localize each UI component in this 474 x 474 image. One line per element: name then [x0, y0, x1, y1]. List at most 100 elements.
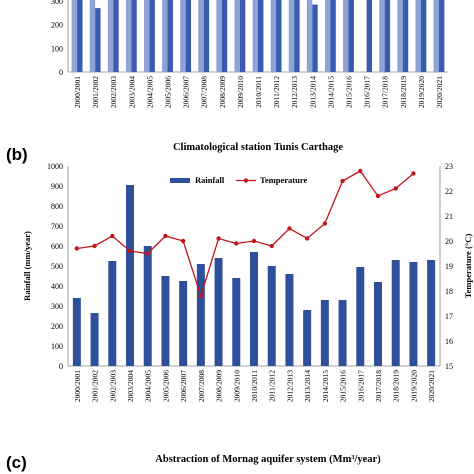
- panel-a-x-tick-label: 2011/2012: [272, 76, 281, 108]
- panel-a-x-tick-label: 2005/2006: [164, 76, 173, 108]
- panel-a-x-tick-label: 2015/2016: [344, 76, 353, 108]
- panel-b-temperature-point: [358, 168, 363, 174]
- panel-b-left-tick-label: 800: [51, 202, 63, 211]
- panel-b-temperature-point: [145, 251, 150, 256]
- panel-b-left-tick-label: 500: [51, 262, 63, 271]
- panel-a-x-tick-label: 2013/2014: [308, 76, 317, 108]
- panel-b-temperature-point: [322, 221, 328, 226]
- panel-b-left-tick-label: 700: [51, 222, 63, 231]
- panel-a-x-tick-label: 2014/2015: [326, 76, 335, 108]
- panel-a-bar: [131, 0, 137, 72]
- panel-b-x-tick-label: 2004/2005: [144, 370, 153, 402]
- panel-b-left-ticks: 0 100 200 300 400 500 600 700 800 900 1000: [47, 162, 63, 371]
- panel-b-rainfall-bar: [303, 310, 312, 366]
- panel-b-temperature-point: [198, 293, 204, 299]
- panel-a-x-tick-label: 2004/2005: [145, 76, 154, 108]
- panel-a-bar: [312, 4, 318, 72]
- panel-b-rainfall-bar: [108, 261, 117, 366]
- panel-b-temperature-point: [127, 248, 133, 254]
- panel-b-temperature-point: [74, 246, 80, 251]
- panel-b-x-tick-label: 2014/2015: [321, 370, 330, 402]
- panel-a-bar: [180, 0, 186, 72]
- panel-b-temperature-point: [163, 233, 168, 239]
- panel-a-x-tick-label: 2001/2002: [91, 76, 100, 108]
- panel-b-rainfall-bars: [72, 185, 436, 366]
- legend-rainfall-swatch: [170, 178, 190, 183]
- panel-b-left-tick-label: 0: [59, 362, 63, 371]
- panel-b-temperature-point: [340, 178, 345, 184]
- panel-b-rainfall-bar: [143, 246, 152, 366]
- panel-b-temperature-point: [110, 233, 115, 239]
- panel-b-rainfall-bar: [338, 300, 347, 366]
- legend-temperature-label: Temperature: [260, 175, 307, 185]
- panel-a-bar: [185, 0, 192, 72]
- panel-c-title: Abstraction of Mornag aquifer system (Mm…: [155, 454, 381, 465]
- panel-a-bar: [239, 0, 246, 72]
- panel-b-rainfall-bar: [179, 281, 188, 366]
- panel-a-x-tick-label: 2020/2021: [435, 76, 444, 108]
- panel-a-bar: [162, 0, 168, 72]
- panel-a-bars: [71, 0, 445, 73]
- panel-b-x-tick-label: 2000/2001: [73, 370, 82, 402]
- panel-b-rainfall-bar: [90, 313, 99, 366]
- panel-a-bar: [379, 0, 385, 72]
- panel-a-y-ticks: 300 200 100 0: [51, 0, 63, 77]
- legend-rainfall-label: Rainfall: [195, 175, 225, 185]
- panel-a-bar: [149, 0, 155, 72]
- panel-b-rainfall-bar: [320, 300, 329, 366]
- panel-b-right-tick-label: 20: [445, 237, 453, 246]
- panel-a-x-tick-label: 2017/2018: [381, 76, 390, 108]
- panel-b-rainfall-bar: [285, 274, 294, 366]
- panel-b-rainfall-bar: [267, 266, 276, 366]
- panel-a-bar: [71, 0, 78, 72]
- panel-b-x-tick-label: 2010/2011: [250, 370, 259, 402]
- panel-b-temperature-point: [216, 236, 221, 241]
- panel-a-x-tick-label: 2016/2017: [363, 76, 372, 108]
- panel-b-rainfall-bar: [72, 298, 81, 366]
- panel-a-bar: [258, 0, 264, 72]
- panel-a-bar: [95, 8, 101, 73]
- panel-b-x-tick-label: 2005/2006: [161, 370, 170, 402]
- panel-b-right-tick-label: 21: [445, 212, 453, 221]
- panel-b-left-tick-label: 600: [51, 242, 63, 251]
- panel-a-bar: [306, 0, 313, 72]
- panel-b-x-tick-label: 2020/2021: [427, 370, 436, 402]
- panel-b-right-tick-label: 23: [445, 162, 453, 171]
- panel-b-title: Climatological station Tunis Carthage: [173, 142, 343, 153]
- panel-b-x-tick-label: 2016/2017: [356, 370, 365, 402]
- panel-a-bar: [330, 0, 336, 72]
- panel-a-bar: [438, 0, 445, 72]
- panel-a-bar: [144, 0, 150, 72]
- panel-b-right-tick-label: 15: [445, 362, 453, 371]
- panel-a-bar: [221, 0, 228, 72]
- panel-b-rainfall-bar: [391, 260, 400, 366]
- panel-b-x-tick-label: 2009/2010: [232, 370, 241, 402]
- panel-c-label: (c): [6, 453, 27, 472]
- panel-b-rainfall-bar: [356, 267, 365, 366]
- panel-b-x-labels: 2000/2001 2001/2002 2002/2003 2003/2004 2004…: [73, 370, 436, 402]
- panel-a-bar: [366, 0, 372, 72]
- panel-b-rainfall-bar: [196, 264, 205, 366]
- panel-b-left-axis-title: Rainfall (mm/year): [22, 231, 32, 301]
- panel-b-label: (b): [6, 145, 28, 164]
- legend-temperature-marker: [243, 178, 249, 183]
- panel-b-rainfall-bar: [126, 185, 134, 366]
- panel-a-bar: [107, 0, 114, 72]
- panel-a-x-tick-label: 2008/2009: [218, 76, 227, 108]
- panel-a-bar: [276, 0, 282, 72]
- panel-a-x-tick-label: 2006/2007: [182, 76, 191, 108]
- panel-b-rainfall-bar: [374, 282, 382, 366]
- panel-a-bar: [113, 0, 119, 72]
- panel-b-left-tick-label: 300: [51, 302, 63, 311]
- panel-b-temperature-point: [287, 226, 292, 231]
- panel-a-x-tick-label: 2019/2020: [417, 76, 426, 108]
- panel-a-bar: [252, 0, 258, 72]
- panel-a-x-tick-label: 2003/2004: [127, 76, 136, 108]
- panel-a-bar: [270, 0, 277, 72]
- panel-a-y-tick-label: 0: [59, 68, 63, 77]
- panel-b-right-axis-title: Temperature (°C): [463, 234, 473, 299]
- panel-b-rainfall-bar: [232, 278, 241, 366]
